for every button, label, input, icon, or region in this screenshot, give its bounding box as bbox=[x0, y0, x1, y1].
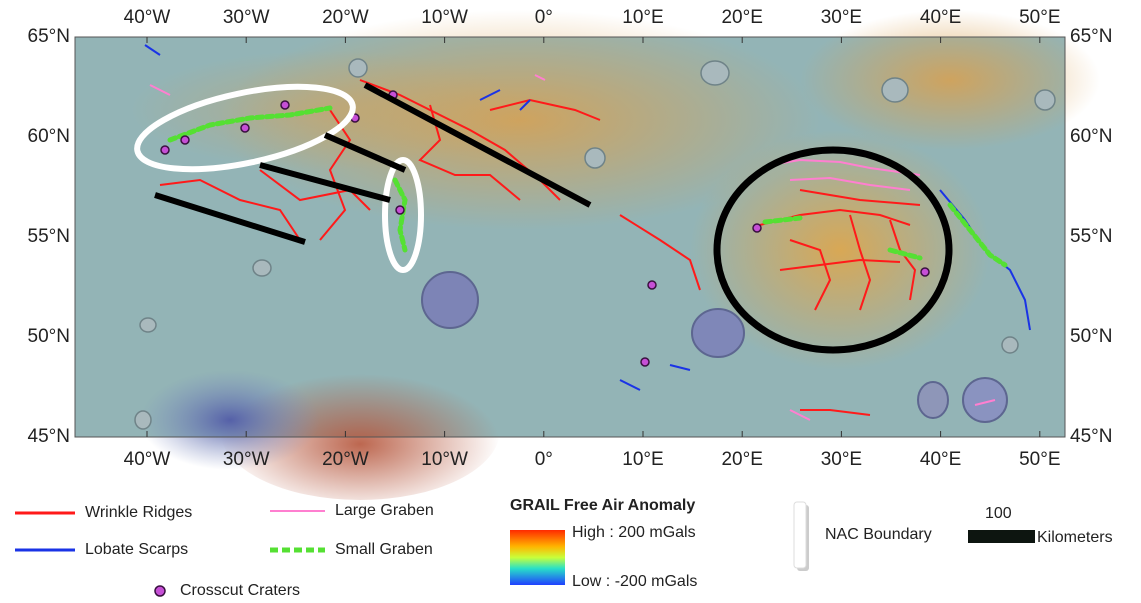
lat-label: 45°N bbox=[1070, 426, 1112, 447]
legend: Wrinkle Ridges Large Graben Lobate Scarp… bbox=[15, 497, 1113, 599]
lon-label: 50°E bbox=[1019, 7, 1060, 28]
lon-label: 10°W bbox=[421, 449, 468, 470]
colorbar-high: High : 200 mGals bbox=[572, 524, 696, 541]
lat-label: 50°N bbox=[1070, 326, 1112, 347]
lat-label: 50°N bbox=[28, 326, 70, 347]
lon-label: 20°E bbox=[721, 449, 762, 470]
figure: 40°W 40°W 30°W 30°W 20°W 20°W 10°W 10°W 0° 0° 10°E… bbox=[0, 0, 1141, 603]
lon-label: 30°W bbox=[223, 7, 270, 28]
legend-label: Lobate Scarps bbox=[85, 541, 188, 558]
lon-label: 40°E bbox=[920, 449, 961, 470]
lon-label: 10°W bbox=[421, 7, 468, 28]
lat-label: 60°N bbox=[1070, 126, 1112, 147]
lat-label: 45°N bbox=[28, 426, 70, 447]
colorbar-low: Low : -200 mGals bbox=[572, 573, 697, 590]
lon-label: 20°E bbox=[721, 7, 762, 28]
lon-label: 10°E bbox=[622, 449, 663, 470]
legend-label: Large Graben bbox=[335, 502, 434, 519]
lon-label: 40°E bbox=[920, 7, 961, 28]
lat-label: 65°N bbox=[1070, 26, 1112, 47]
nac-swatch bbox=[794, 502, 806, 568]
colorbar bbox=[510, 530, 565, 585]
legend-swatch bbox=[155, 586, 165, 596]
lon-label: 50°E bbox=[1019, 449, 1060, 470]
scale-length: 100 bbox=[985, 505, 1012, 522]
legend-label: Wrinkle Ridges bbox=[85, 504, 192, 521]
nac-label: NAC Boundary bbox=[825, 526, 932, 543]
lon-label: 40°W bbox=[124, 7, 171, 28]
lat-label: 55°N bbox=[1070, 226, 1112, 247]
lon-label: 10°E bbox=[622, 7, 663, 28]
scale-unit: Kilometers bbox=[1037, 529, 1113, 546]
lon-label: 30°E bbox=[821, 449, 862, 470]
lon-label: 0° bbox=[535, 449, 553, 470]
lon-label: 20°W bbox=[322, 449, 369, 470]
lon-label: 30°W bbox=[223, 449, 270, 470]
lat-label: 60°N bbox=[28, 126, 70, 147]
lon-label: 20°W bbox=[322, 7, 369, 28]
map-image bbox=[75, 10, 1100, 500]
lat-label: 55°N bbox=[28, 226, 70, 247]
legend-label: Crosscut Craters bbox=[180, 582, 300, 599]
lon-label: 30°E bbox=[821, 7, 862, 28]
scale-bar bbox=[968, 530, 1035, 543]
lon-label: 40°W bbox=[124, 449, 171, 470]
lat-label: 65°N bbox=[28, 26, 70, 47]
lon-label: 0° bbox=[535, 7, 553, 28]
colorbar-title: GRAIL Free Air Anomaly bbox=[510, 497, 695, 514]
legend-label: Small Graben bbox=[335, 541, 433, 558]
